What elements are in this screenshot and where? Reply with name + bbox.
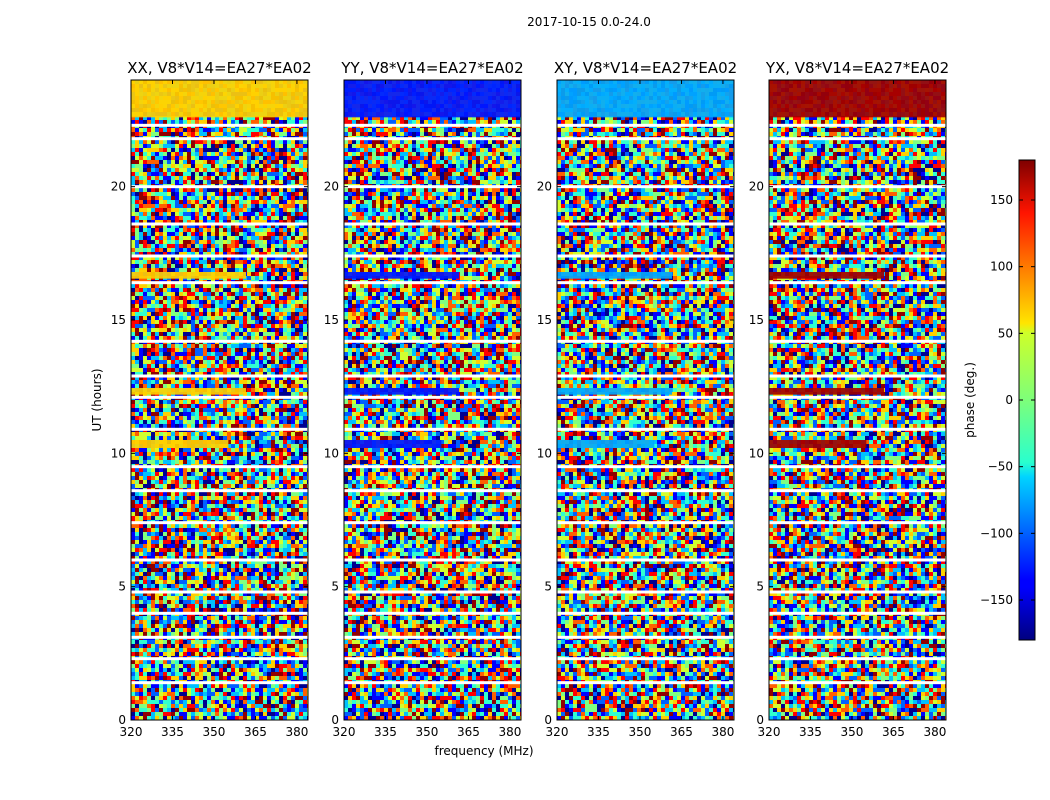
colorbar-ticks: 150 100 50 0 −50 −100 −150: [980, 193, 1035, 607]
x-tick-label: 320: [120, 725, 143, 739]
y-tick-label: 5: [118, 580, 126, 594]
panel-frame: [556, 79, 735, 721]
x-tick-label: 335: [587, 725, 610, 739]
x-tick-label: 365: [457, 725, 480, 739]
colorbar-tick-label: 0: [1005, 393, 1013, 407]
suptitle: 2017-10-15 0.0-24.0: [527, 15, 651, 29]
panel-title: XX, V8*V14=EA27*EA02: [127, 59, 311, 77]
panel-heatmap: [344, 80, 521, 720]
y-tick-label: 0: [331, 713, 339, 727]
y-tick-label: 15: [111, 313, 126, 327]
y-tick-label: 5: [756, 580, 764, 594]
y-tick-label: 10: [111, 446, 126, 460]
panel-heatmap: [769, 80, 946, 720]
x-tick-label: 365: [244, 725, 267, 739]
y-tick-label: 0: [756, 713, 764, 727]
panel-title: XY, V8*V14=EA27*EA02: [554, 59, 737, 77]
x-tick-label: 335: [374, 725, 397, 739]
colorbar-label: phase (deg.): [963, 362, 977, 438]
x-tick-label: 350: [203, 725, 226, 739]
y-tick-label: 10: [537, 446, 552, 460]
panel-heatmap: [131, 80, 308, 720]
colorbar: 150 100 50 0 −50 −100 −150 phase (deg.): [963, 159, 1036, 641]
x-tick-label: 365: [670, 725, 693, 739]
x-tick-label: 335: [161, 725, 184, 739]
panel-heatmap: [557, 80, 734, 720]
y-tick-label: 20: [111, 180, 126, 194]
colorbar-tick-label: −50: [988, 460, 1013, 474]
y-tick-label: 0: [544, 713, 552, 727]
panel-3: XY, V8*V14=EA27*EA02 320 335 350 365 380 0 5 10 1…: [537, 59, 737, 739]
y-tick-label: 0: [118, 713, 126, 727]
x-tick-label: 380: [285, 725, 308, 739]
x-tick-label: 380: [498, 725, 521, 739]
panel-frame: [343, 79, 522, 721]
panel-1: XX, V8*V14=EA27*EA02 320 335 350 365 380 0 5 10 1…: [111, 59, 312, 739]
x-tick-label: 320: [546, 725, 569, 739]
x-tick-label: 335: [799, 725, 822, 739]
x-tick-label: 365: [882, 725, 905, 739]
panel-title: YY, V8*V14=EA27*EA02: [340, 59, 523, 77]
y-tick-label: 20: [537, 180, 552, 194]
colorbar-tick-label: 150: [990, 193, 1013, 207]
x-axis-label: frequency (MHz): [434, 744, 533, 758]
x-tick-label: 350: [841, 725, 864, 739]
y-tick-label: 20: [324, 180, 339, 194]
y-tick-label: 15: [324, 313, 339, 327]
y-tick-label: 5: [331, 580, 339, 594]
panel-frame: [130, 79, 309, 721]
y-tick-label: 10: [749, 446, 764, 460]
colorbar-tick-label: 50: [998, 326, 1013, 340]
x-tick-label: 350: [416, 725, 439, 739]
colorbar-tick-label: −150: [980, 593, 1013, 607]
colorbar-tick-label: −100: [980, 526, 1013, 540]
panel-4: YX, V8*V14=EA27*EA02 320 335 350 365 380 0 5 10 1…: [749, 59, 949, 739]
x-tick-label: 380: [711, 725, 734, 739]
y-tick-label: 20: [749, 180, 764, 194]
y-axis-label: UT (hours): [90, 368, 104, 431]
x-tick-label: 350: [629, 725, 652, 739]
x-tick-label: 380: [923, 725, 946, 739]
panels: XX, V8*V14=EA27*EA02 320 335 350 365 380 0 5 10 1…: [111, 59, 949, 739]
y-tick-label: 15: [749, 313, 764, 327]
y-tick-label: 5: [544, 580, 552, 594]
colorbar-tick-label: 100: [990, 260, 1013, 274]
y-tick-label: 10: [324, 446, 339, 460]
x-tick-label: 320: [758, 725, 781, 739]
panel-2: YY, V8*V14=EA27*EA02 320 335 350 365 380 0 5 10 1…: [324, 59, 524, 739]
panel-title: YX, V8*V14=EA27*EA02: [765, 59, 949, 77]
panel-frame: [768, 79, 947, 721]
y-tick-label: 15: [537, 313, 552, 327]
x-tick-label: 320: [333, 725, 356, 739]
